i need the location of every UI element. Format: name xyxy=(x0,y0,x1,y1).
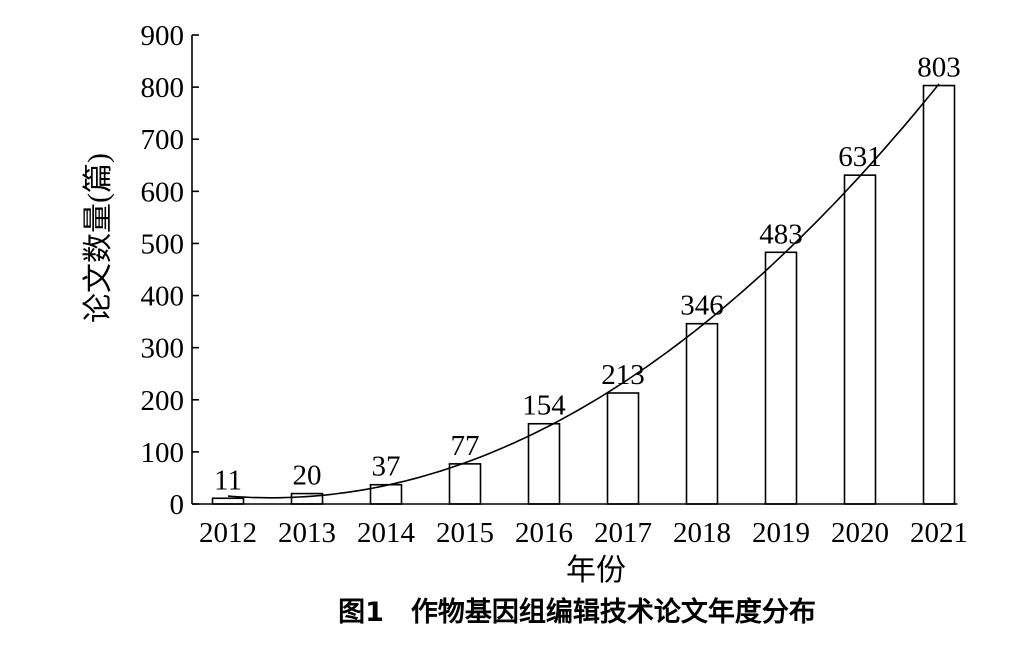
axes-group xyxy=(191,35,958,505)
x-tick-label: 2015 xyxy=(436,517,494,549)
y-tick-label: 500 xyxy=(141,228,185,260)
figure-caption: 图1 作物基因组编辑技术论文年度分布 xyxy=(338,596,816,628)
data-label: 346 xyxy=(680,290,724,322)
y-tick-label: 300 xyxy=(141,333,185,365)
y-tick-label: 900 xyxy=(141,20,185,52)
bar xyxy=(922,84,956,505)
y-tick-label: 200 xyxy=(141,385,185,417)
y-tick-label: 600 xyxy=(141,176,185,208)
y-tick-label: 100 xyxy=(141,437,185,469)
bar xyxy=(527,422,561,505)
y-tick-label: 400 xyxy=(141,281,185,313)
data-label: 77 xyxy=(451,430,480,462)
x-tick-label: 2017 xyxy=(594,517,652,549)
x-ticks-group: 2012 2013 2014 2015 2016 2017 2018 2019 2020 2021 xyxy=(199,517,968,549)
x-tick-label: 2018 xyxy=(673,517,731,549)
y-tick-label: 700 xyxy=(141,124,185,156)
bar xyxy=(764,251,798,505)
data-label: 11 xyxy=(214,464,242,496)
y-tick-label: 800 xyxy=(141,72,185,104)
bar xyxy=(843,174,877,505)
x-tick-label: 2016 xyxy=(515,517,573,549)
bar xyxy=(448,463,482,505)
data-label: 154 xyxy=(522,390,566,422)
y-ticks-group: 0 100 200 300 400 500 600 700 800 900 xyxy=(141,20,199,521)
x-tick-label: 2020 xyxy=(831,517,889,549)
y-tick-label: 0 xyxy=(170,489,185,521)
data-label: 20 xyxy=(293,460,322,492)
bars-group xyxy=(211,84,956,505)
data-label: 483 xyxy=(759,218,803,250)
data-label: 37 xyxy=(372,451,401,483)
y-axis-title: 论文数量(篇) xyxy=(82,153,115,323)
trend-line xyxy=(227,83,940,499)
bar xyxy=(606,392,640,505)
data-labels-group: 11 20 37 77 154 213 346 483 631 803 xyxy=(214,52,961,497)
bar xyxy=(685,322,719,505)
x-tick-label: 2013 xyxy=(278,517,336,549)
x-tick-label: 2019 xyxy=(752,517,810,549)
data-label: 631 xyxy=(838,141,882,173)
x-tick-label: 2012 xyxy=(199,517,257,549)
x-axis-title: 年份 xyxy=(566,554,626,587)
data-label: 803 xyxy=(917,52,961,84)
x-tick-label: 2014 xyxy=(357,517,416,549)
bar xyxy=(211,497,245,505)
x-tick-label: 2021 xyxy=(910,517,968,549)
data-label: 213 xyxy=(601,359,645,391)
